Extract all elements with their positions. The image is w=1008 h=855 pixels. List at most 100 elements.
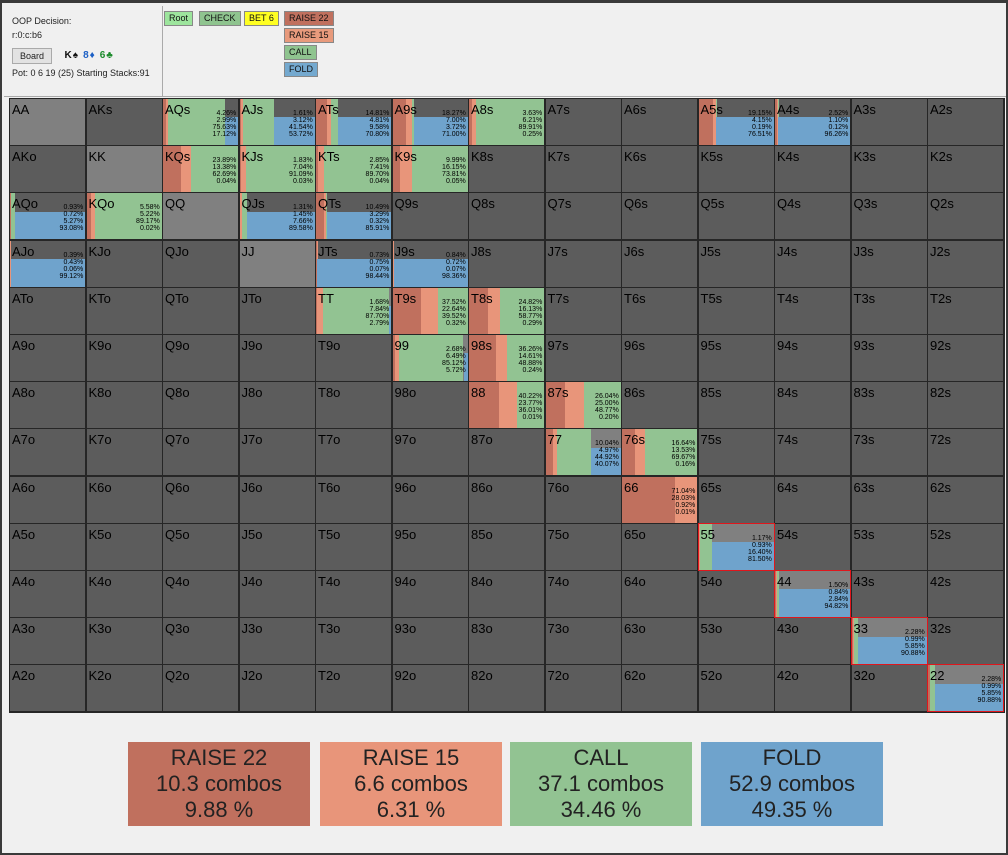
hand-cell-T6o[interactable]: T6o xyxy=(316,477,391,523)
hand-cell-83s[interactable]: 83s xyxy=(852,382,927,428)
hand-cell-42s[interactable]: 42s xyxy=(928,571,1003,617)
nav-bet-6-button[interactable]: BET 6 xyxy=(244,11,279,26)
hand-cell-K2o[interactable]: K2o xyxy=(87,665,162,711)
hand-cell-77[interactable]: 10.04%4.97%44.92%40.07%77 xyxy=(546,429,621,475)
hand-cell-J5o[interactable]: J5o xyxy=(240,524,315,570)
nav-raise-15-button[interactable]: RAISE 15 xyxy=(284,28,334,43)
hand-cell-KQs[interactable]: 23.89%13.38%62.69%0.04%KQs xyxy=(163,146,238,192)
hand-cell-32s[interactable]: 32s xyxy=(928,618,1003,664)
hand-cell-43o[interactable]: 43o xyxy=(775,618,850,664)
nav-fold-button[interactable]: FOLD xyxy=(284,62,318,77)
hand-cell-QQ[interactable]: QQ xyxy=(163,193,238,239)
hand-cell-75o[interactable]: 75o xyxy=(546,524,621,570)
board-button[interactable]: Board xyxy=(12,48,52,64)
hand-cell-A8o[interactable]: A8o xyxy=(10,382,85,428)
hand-cell-87s[interactable]: 26.04%25.00%48.77%0.20%87s xyxy=(546,382,621,428)
hand-cell-99[interactable]: 2.68%6.49%85.12%5.72%99 xyxy=(393,335,468,381)
hand-cell-76s[interactable]: 16.64%13.53%69.67%0.16%76s xyxy=(622,429,697,475)
nav-root-button[interactable]: Root xyxy=(164,11,193,26)
hand-cell-J4s[interactable]: J4s xyxy=(775,241,850,287)
hand-cell-72s[interactable]: 72s xyxy=(928,429,1003,475)
hand-cell-66[interactable]: 71.04%28.03%0.92%0.01%66 xyxy=(622,477,697,523)
hand-cell-86o[interactable]: 86o xyxy=(469,477,544,523)
hand-cell-76o[interactable]: 76o xyxy=(546,477,621,523)
hand-cell-74s[interactable]: 74s xyxy=(775,429,850,475)
hand-cell-88[interactable]: 40.22%23.77%36.01%0.01%88 xyxy=(469,382,544,428)
hand-cell-53o[interactable]: 53o xyxy=(699,618,774,664)
hand-cell-64s[interactable]: 64s xyxy=(775,477,850,523)
nav-check-button[interactable]: CHECK xyxy=(199,11,241,26)
hand-cell-A4s[interactable]: 2.52%1.10%0.12%96.26%A4s xyxy=(775,99,850,145)
hand-cell-Q4s[interactable]: Q4s xyxy=(775,193,850,239)
hand-cell-95o[interactable]: 95o xyxy=(393,524,468,570)
hand-cell-QJo[interactable]: QJo xyxy=(163,241,238,287)
hand-cell-J3s[interactable]: J3s xyxy=(852,241,927,287)
hand-cell-KTs[interactable]: 2.85%7.41%89.70%0.04%KTs xyxy=(316,146,391,192)
hand-cell-K3o[interactable]: K3o xyxy=(87,618,162,664)
hand-cell-62s[interactable]: 62s xyxy=(928,477,1003,523)
hand-cell-55[interactable]: 1.17%0.93%16.40%81.50%55 xyxy=(699,524,774,570)
hand-cell-QTo[interactable]: QTo xyxy=(163,288,238,334)
hand-cell-A5o[interactable]: A5o xyxy=(10,524,85,570)
hand-cell-65s[interactable]: 65s xyxy=(699,477,774,523)
hand-cell-A9o[interactable]: A9o xyxy=(10,335,85,381)
hand-cell-44[interactable]: 1.50%0.84%2.84%94.82%44 xyxy=(775,571,850,617)
hand-cell-84o[interactable]: 84o xyxy=(469,571,544,617)
hand-cell-K3s[interactable]: K3s xyxy=(852,146,927,192)
hand-cell-K9o[interactable]: K9o xyxy=(87,335,162,381)
hand-cell-T4o[interactable]: T4o xyxy=(316,571,391,617)
nav-raise-22-button[interactable]: RAISE 22 xyxy=(284,11,334,26)
hand-cell-A3s[interactable]: A3s xyxy=(852,99,927,145)
hand-cell-96o[interactable]: 96o xyxy=(393,477,468,523)
hand-cell-T8s[interactable]: 24.82%16.13%58.77%0.29%T8s xyxy=(469,288,544,334)
hand-cell-KK[interactable]: KK xyxy=(87,146,162,192)
hand-cell-AQo[interactable]: 0.93%0.72%5.27%93.08%AQo xyxy=(10,193,85,239)
hand-cell-KQo[interactable]: 5.58%5.22%89.17%0.02%KQo xyxy=(87,193,162,239)
hand-cell-Q4o[interactable]: Q4o xyxy=(163,571,238,617)
hand-cell-Q8s[interactable]: Q8s xyxy=(469,193,544,239)
hand-cell-52s[interactable]: 52s xyxy=(928,524,1003,570)
hand-cell-Q6o[interactable]: Q6o xyxy=(163,477,238,523)
hand-cell-K4o[interactable]: K4o xyxy=(87,571,162,617)
hand-cell-K6o[interactable]: K6o xyxy=(87,477,162,523)
hand-cell-94o[interactable]: 94o xyxy=(393,571,468,617)
hand-cell-JJ[interactable]: JJ xyxy=(240,241,315,287)
hand-cell-K5s[interactable]: K5s xyxy=(699,146,774,192)
hand-cell-63s[interactable]: 63s xyxy=(852,477,927,523)
hand-cell-K8o[interactable]: K8o xyxy=(87,382,162,428)
hand-cell-J8s[interactable]: J8s xyxy=(469,241,544,287)
hand-cell-97s[interactable]: 97s xyxy=(546,335,621,381)
hand-cell-T7s[interactable]: T7s xyxy=(546,288,621,334)
hand-cell-Q7s[interactable]: Q7s xyxy=(546,193,621,239)
hand-cell-Q5s[interactable]: Q5s xyxy=(699,193,774,239)
hand-cell-A7o[interactable]: A7o xyxy=(10,429,85,475)
hand-cell-63o[interactable]: 63o xyxy=(622,618,697,664)
hand-cell-53s[interactable]: 53s xyxy=(852,524,927,570)
hand-cell-J4o[interactable]: J4o xyxy=(240,571,315,617)
hand-cell-AKs[interactable]: AKs xyxy=(87,99,162,145)
hand-cell-Q9s[interactable]: Q9s xyxy=(393,193,468,239)
hand-cell-A6o[interactable]: A6o xyxy=(10,477,85,523)
hand-cell-33[interactable]: 2.28%0.99%5.85%90.88%33 xyxy=(852,618,927,664)
hand-cell-T9o[interactable]: T9o xyxy=(316,335,391,381)
hand-cell-K7s[interactable]: K7s xyxy=(546,146,621,192)
hand-cell-94s[interactable]: 94s xyxy=(775,335,850,381)
hand-cell-32o[interactable]: 32o xyxy=(852,665,927,711)
hand-cell-Q3s[interactable]: Q3s xyxy=(852,193,927,239)
hand-cell-73s[interactable]: 73s xyxy=(852,429,927,475)
hand-cell-86s[interactable]: 86s xyxy=(622,382,697,428)
hand-cell-AKo[interactable]: AKo xyxy=(10,146,85,192)
hand-cell-J9s[interactable]: 0.84%0.72%0.07%98.36%J9s xyxy=(393,241,468,287)
hand-cell-A3o[interactable]: A3o xyxy=(10,618,85,664)
hand-cell-A8s[interactable]: 3.63%6.21%89.91%0.25%A8s xyxy=(469,99,544,145)
hand-cell-T4s[interactable]: T4s xyxy=(775,288,850,334)
hand-cell-A9s[interactable]: 18.27%7.00%3.72%71.00%A9s xyxy=(393,99,468,145)
hand-cell-Q9o[interactable]: Q9o xyxy=(163,335,238,381)
hand-cell-Q8o[interactable]: Q8o xyxy=(163,382,238,428)
hand-cell-93s[interactable]: 93s xyxy=(852,335,927,381)
hand-cell-62o[interactable]: 62o xyxy=(622,665,697,711)
hand-cell-T3o[interactable]: T3o xyxy=(316,618,391,664)
hand-cell-T8o[interactable]: T8o xyxy=(316,382,391,428)
hand-cell-T3s[interactable]: T3s xyxy=(852,288,927,334)
hand-cell-KJs[interactable]: 1.83%7.04%91.09%0.03%KJs xyxy=(240,146,315,192)
